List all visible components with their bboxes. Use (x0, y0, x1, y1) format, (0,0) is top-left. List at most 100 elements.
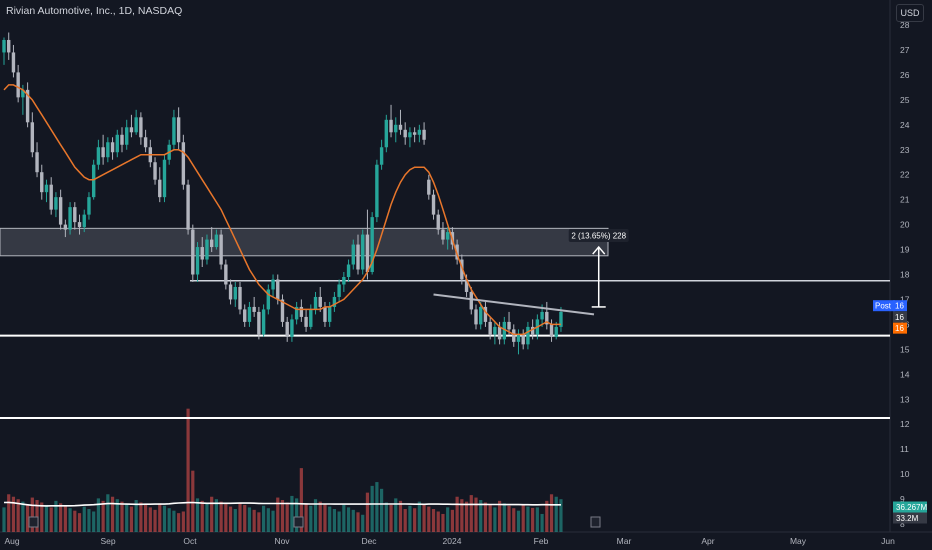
candle-body (431, 194, 436, 215)
candle-body (521, 334, 525, 345)
volume-bar (110, 496, 115, 532)
volume-bar (214, 499, 218, 532)
candle-body (436, 214, 440, 230)
volume-bar (172, 510, 176, 532)
volume-bar (313, 499, 318, 532)
candle-body (497, 326, 502, 340)
candle-body (361, 234, 365, 270)
candle-body (526, 326, 530, 345)
candle-body (441, 229, 445, 240)
volume-tag-value: 36.267M (896, 503, 927, 512)
volume-bar (337, 511, 341, 532)
candle-body (455, 244, 459, 260)
candle-body (512, 329, 516, 342)
candle-body (304, 316, 308, 327)
candle-body (375, 164, 379, 218)
price-tag (893, 322, 907, 334)
candle-body (49, 184, 53, 210)
candle-body (427, 179, 431, 195)
candle-body (200, 247, 204, 260)
volume-tag-value: 33.2M (896, 514, 919, 523)
candle-body (554, 326, 558, 337)
candle-body (403, 129, 407, 138)
candle-body (549, 324, 554, 337)
price-tag-value: 16 (895, 324, 904, 333)
volume-bar (247, 507, 252, 532)
candle-body (294, 306, 299, 320)
volume-bar (120, 501, 124, 532)
price-tick-label: 22 (900, 170, 910, 180)
candle-body (172, 117, 176, 145)
time-tick-label: Mar (617, 536, 632, 546)
volume-bar (40, 502, 44, 532)
volume-bar (96, 498, 100, 532)
candle-body (502, 321, 507, 340)
volume-bar (365, 492, 370, 532)
price-tick-label: 19 (900, 245, 910, 255)
candle-body (469, 291, 473, 310)
candle-body (191, 229, 195, 275)
candle-body (162, 159, 167, 198)
candle-body (309, 309, 313, 327)
time-tick-label: 2024 (443, 536, 462, 546)
volume-bar (323, 504, 327, 532)
volume-bar (351, 509, 355, 532)
price-tick-label: 24 (900, 120, 910, 130)
candle-body (346, 264, 351, 277)
volume-bar (158, 503, 162, 532)
volume-bar (54, 500, 58, 532)
volume-bar (125, 504, 129, 532)
volume-bar (228, 506, 233, 532)
post-label-tag (873, 300, 895, 312)
candle-body (58, 197, 63, 225)
currency-button[interactable]: USD (896, 4, 924, 22)
candle-body (507, 321, 511, 330)
chart-title: Rivian Automotive, Inc., 1D, NASDAQ (6, 5, 183, 17)
volume-bar (464, 501, 469, 532)
volume-tag (893, 501, 927, 513)
candle-body (125, 127, 129, 145)
volume-bar (191, 470, 195, 532)
candle-body (158, 179, 162, 198)
price-tick-label: 12 (900, 419, 910, 429)
volume-bar (469, 495, 473, 532)
volume-bar (49, 507, 53, 532)
measure-label: 2 (13.65%) 228 (571, 232, 626, 241)
candle-body (464, 279, 469, 292)
candle-body (82, 214, 86, 228)
candle-body (2, 39, 6, 53)
candle-body (460, 259, 464, 280)
volume-bar (318, 501, 322, 532)
candle-body (63, 224, 68, 230)
candle-body (205, 239, 209, 260)
volume-bar (200, 500, 204, 532)
candle-body (332, 296, 337, 307)
volume-bar (44, 504, 49, 532)
candle-body (224, 264, 228, 285)
candle-body (129, 127, 134, 133)
price-tick-label: 21 (900, 195, 910, 205)
candle-body (417, 129, 422, 135)
candle-body (106, 142, 110, 158)
candle-body (91, 164, 96, 198)
candle-body (143, 137, 148, 148)
price-tick-label: 11 (900, 444, 909, 454)
candle-body (233, 286, 237, 300)
candle-body (285, 321, 289, 337)
volume-bar (474, 497, 478, 532)
candle-body (186, 184, 190, 230)
volume-bar (271, 510, 275, 532)
candle-body (445, 232, 450, 240)
volume-bar (375, 482, 379, 532)
volume-bar (92, 511, 96, 532)
volume-tag (893, 512, 927, 524)
price-tag (893, 311, 907, 323)
candle-body (243, 309, 247, 322)
volume-bar (210, 496, 214, 532)
candle-body (479, 306, 483, 325)
candle-body (195, 247, 200, 275)
candle-body (77, 222, 82, 228)
time-tick-label: May (790, 536, 807, 546)
candle-body (365, 234, 370, 273)
